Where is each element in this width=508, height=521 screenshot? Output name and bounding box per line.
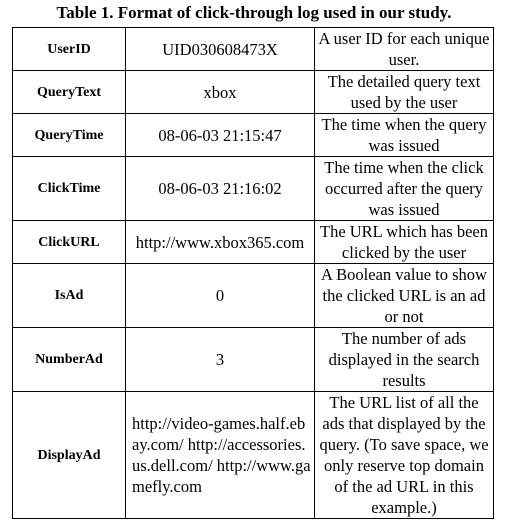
example-value-cell: http://video-games.half.ebay.com/ http:/… xyxy=(125,391,315,519)
example-value-cell: 08-06-03 21:16:02 xyxy=(125,156,315,221)
field-name-cell: ClickURL xyxy=(12,220,126,264)
field-name-cell: UserID xyxy=(12,27,126,71)
description-cell: The URL which has been clicked by the us… xyxy=(314,220,494,264)
table-row-userid: UserID UID030608473X A user ID for each … xyxy=(12,27,494,71)
table-row-clicktime: ClickTime 08-06-03 21:16:02 The time whe… xyxy=(12,156,494,221)
description-cell: The URL list of all the ads that display… xyxy=(314,391,494,519)
click-log-format-table: UserID UID030608473X A user ID for each … xyxy=(12,27,494,519)
field-name-cell: QueryTime xyxy=(12,113,126,157)
example-value-cell: xbox xyxy=(125,70,315,114)
table-row-querytime: QueryTime 08-06-03 21:15:47 The time whe… xyxy=(12,113,494,157)
example-value-cell: 08-06-03 21:15:47 xyxy=(125,113,315,157)
field-name-cell: ClickTime xyxy=(12,156,126,221)
table-row-isad: IsAd 0 A Boolean value to show the click… xyxy=(12,263,494,328)
description-cell: The number of ads displayed in the searc… xyxy=(314,327,494,392)
table-row-numberad: NumberAd 3 The number of ads displayed i… xyxy=(12,327,494,392)
description-cell: The detailed query text used by the user xyxy=(314,70,494,114)
description-cell: The time when the click occurred after t… xyxy=(314,156,494,221)
example-value-cell: 0 xyxy=(125,263,315,328)
table-row-clickurl: ClickURL http://www.xbox365.com The URL … xyxy=(12,220,494,264)
field-name-cell: IsAd xyxy=(12,263,126,328)
example-value-cell: UID030608473X xyxy=(125,27,315,71)
description-cell: A user ID for each unique user. xyxy=(314,27,494,71)
description-cell: A Boolean value to show the clicked URL … xyxy=(314,263,494,328)
table-caption: Table 1. Format of click-through log use… xyxy=(56,3,452,22)
example-value-cell: 3 xyxy=(125,327,315,392)
example-value-cell: http://www.xbox365.com xyxy=(125,220,315,264)
field-name-cell: DisplayAd xyxy=(12,391,126,519)
description-cell: The time when the query was issued xyxy=(314,113,494,157)
table-row-displayad: DisplayAd http://video-games.half.ebay.c… xyxy=(12,391,494,519)
field-name-cell: QueryText xyxy=(12,70,126,114)
field-name-cell: NumberAd xyxy=(12,327,126,392)
table-row-querytext: QueryText xbox The detailed query text u… xyxy=(12,70,494,114)
